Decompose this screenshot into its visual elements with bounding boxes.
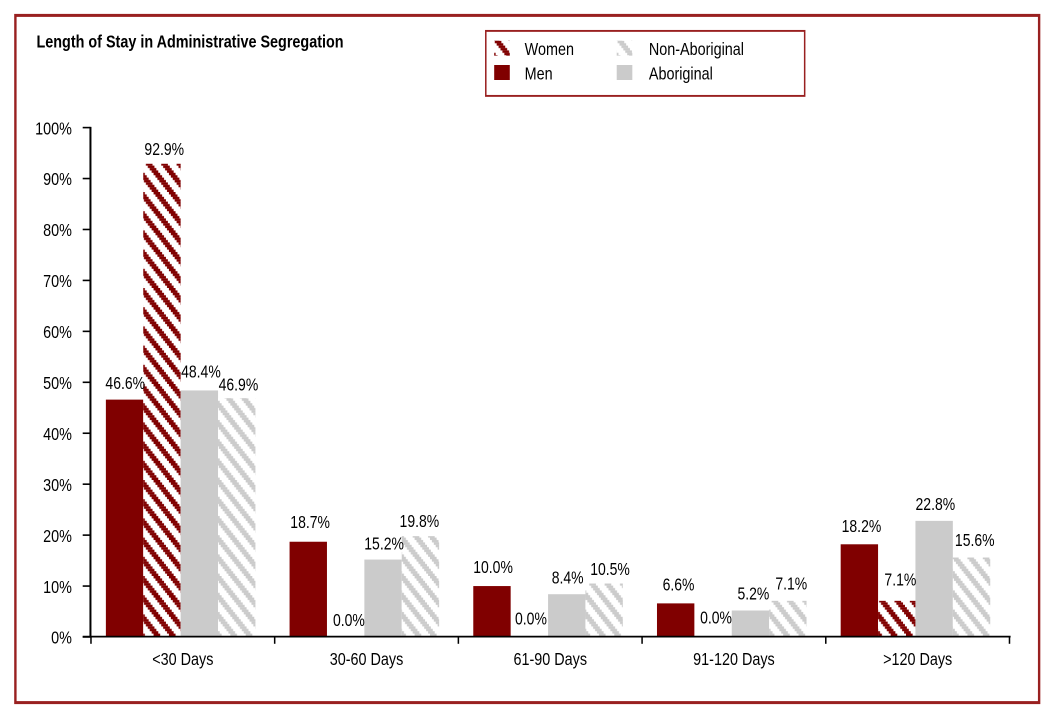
svg-text:15.2%: 15.2% (364, 535, 404, 554)
svg-text:Women: Women (525, 39, 574, 59)
svg-text:19.8%: 19.8% (400, 513, 440, 532)
svg-text:30-60 Days: 30-60 Days (330, 649, 404, 669)
svg-text:91-120 Days: 91-120 Days (693, 649, 775, 669)
svg-text:18.2%: 18.2% (842, 517, 882, 536)
svg-text:46.9%: 46.9% (219, 376, 259, 395)
svg-text:22.8%: 22.8% (916, 496, 956, 515)
svg-text:46.6%: 46.6% (105, 375, 145, 394)
svg-text:18.7%: 18.7% (290, 514, 330, 533)
svg-text:6.6%: 6.6% (663, 576, 695, 595)
svg-text:30%: 30% (43, 475, 72, 495)
svg-text:Men: Men (525, 64, 553, 84)
svg-text:0%: 0% (51, 628, 72, 648)
svg-text:10%: 10% (43, 577, 72, 597)
svg-text:40%: 40% (43, 424, 72, 444)
svg-text:90%: 90% (43, 170, 72, 190)
svg-text:80%: 80% (43, 221, 72, 241)
svg-text:50%: 50% (43, 374, 72, 394)
svg-text:60%: 60% (43, 323, 72, 343)
svg-text:Aboriginal: Aboriginal (649, 64, 713, 84)
svg-text:0.0%: 0.0% (515, 610, 547, 629)
svg-text:>120 Days: >120 Days (883, 649, 952, 669)
svg-text:92.9%: 92.9% (144, 141, 184, 160)
svg-text:7.1%: 7.1% (775, 575, 807, 594)
svg-text:Length of Stay in Administrati: Length of Stay in Administrative Segrega… (36, 32, 343, 52)
svg-text:Non-Aboriginal: Non-Aboriginal (649, 39, 744, 59)
svg-text:10.5%: 10.5% (590, 561, 630, 580)
svg-text:15.6%: 15.6% (955, 532, 995, 551)
svg-text:70%: 70% (43, 272, 72, 292)
svg-text:<30 Days: <30 Days (152, 649, 213, 669)
svg-text:8.4%: 8.4% (552, 569, 584, 588)
svg-text:7.1%: 7.1% (884, 571, 916, 590)
svg-text:5.2%: 5.2% (737, 585, 769, 604)
svg-text:0.0%: 0.0% (333, 612, 365, 631)
svg-text:48.4%: 48.4% (181, 363, 221, 382)
svg-text:10.0%: 10.0% (473, 559, 513, 578)
svg-text:0.0%: 0.0% (700, 609, 732, 628)
svg-text:61-90 Days: 61-90 Days (513, 649, 587, 669)
svg-text:20%: 20% (43, 526, 72, 546)
svg-text:100%: 100% (35, 119, 72, 139)
